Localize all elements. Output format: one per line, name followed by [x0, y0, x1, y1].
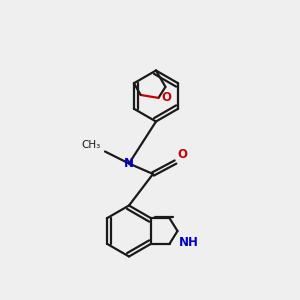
Text: CH₃: CH₃ [81, 140, 101, 150]
Text: O: O [161, 92, 172, 104]
Text: N: N [124, 157, 134, 170]
Text: NH: NH [179, 236, 199, 248]
Text: O: O [177, 148, 187, 160]
